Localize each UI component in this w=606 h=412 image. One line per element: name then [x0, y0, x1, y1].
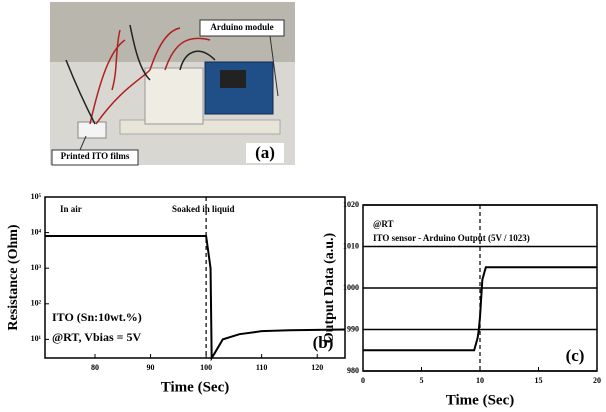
x-tick-label: 110: [256, 363, 268, 372]
x-tick-label: 15: [535, 376, 543, 385]
y-tick-label: 1000: [343, 283, 359, 292]
x-tick-label: 0: [361, 376, 365, 385]
annotation: @RT: [373, 219, 394, 229]
y-axis-title: Resistance (Ohm): [6, 224, 21, 330]
panel-label: (b): [313, 333, 334, 352]
wire: [65, 24, 216, 125]
y-axis-title: Output Data (a.u.): [322, 232, 337, 343]
y-tick-label: 10⁵: [31, 192, 42, 201]
label-arrow: [79, 135, 87, 151]
panel-label-box: [557, 347, 593, 367]
photo: Arduino module Printed ITO films (a): [50, 2, 295, 166]
breadboard: [144, 67, 204, 125]
y-tick-label: 10³: [31, 263, 42, 272]
x-axis-title: Time (Sec): [446, 392, 514, 408]
y-tick-label: 10¹: [31, 334, 42, 343]
y-tick-label: 10⁴: [31, 227, 42, 236]
arduino-chip: [220, 70, 246, 88]
panel-label: (c): [566, 346, 585, 365]
y-tick-label: 10²: [31, 299, 42, 308]
x-tick-label: 90: [147, 363, 155, 372]
y-tick-label: 990: [347, 324, 359, 333]
x-tick-label: 80: [91, 363, 99, 372]
y-tick-label: 980: [347, 366, 359, 375]
panel-label: (a): [255, 143, 275, 162]
wire: [89, 27, 211, 125]
x-tick-label: 120: [311, 363, 323, 372]
data-line: [45, 235, 346, 362]
ito-film: [77, 121, 107, 139]
x-tick-label: 10: [476, 376, 484, 385]
annotation: Soaked in liquid: [172, 204, 235, 214]
y-tick-label: 1020: [343, 200, 359, 209]
plot-frame: [44, 196, 346, 359]
y-tick-label: 1010: [343, 241, 359, 250]
x-tick-label: 5: [420, 376, 424, 385]
annotation: @RT, Vbias = 5V: [52, 330, 141, 344]
photo-label: Arduino module: [210, 22, 273, 32]
annotation: ITO sensor - Arduino Output (5V / 1023): [373, 233, 530, 243]
label-box: [51, 149, 139, 166]
panel-label-box: [246, 143, 284, 163]
annotation: In air: [60, 204, 82, 214]
label-arrow: [269, 35, 279, 97]
x-tick-label: 20: [593, 376, 601, 385]
panel-label-box: [305, 334, 341, 354]
x-tick-label: 100: [200, 363, 212, 372]
x-axis-title: Time (Sec): [161, 379, 229, 395]
photo-label: Printed ITO films: [61, 151, 130, 161]
label-box: [199, 19, 285, 37]
data-line: [363, 266, 597, 352]
annotation: ITO (Sn:10wt.%): [52, 310, 142, 324]
